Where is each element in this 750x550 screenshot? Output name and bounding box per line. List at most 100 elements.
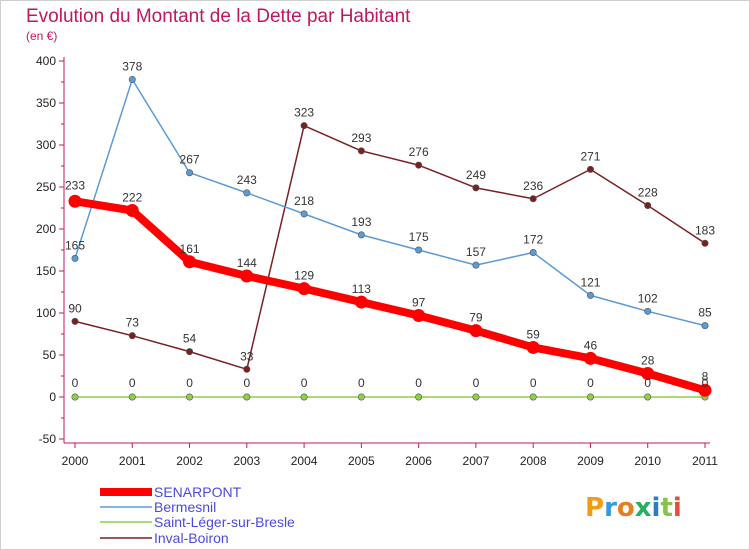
data-label: 0	[530, 376, 537, 390]
data-label: 8	[702, 369, 709, 383]
legend-label: Inval-Boiron	[154, 530, 229, 546]
data-label: 0	[587, 376, 594, 390]
data-label: 228	[638, 185, 658, 199]
x-tick-label: 2005	[348, 454, 375, 468]
y-tick-label: 150	[36, 264, 56, 278]
data-point	[125, 204, 139, 218]
y-tick-label: 0	[49, 390, 56, 404]
data-point	[357, 147, 365, 155]
data-label: 129	[294, 269, 314, 283]
data-label: 79	[469, 311, 483, 325]
data-label: 222	[122, 191, 142, 205]
data-label: 293	[351, 131, 371, 145]
data-point	[128, 393, 136, 401]
data-label: 73	[126, 316, 140, 330]
data-point	[415, 393, 423, 401]
data-point	[240, 269, 254, 283]
data-point	[300, 122, 308, 130]
x-tick-label: 2010	[634, 454, 661, 468]
y-tick-label: -50	[39, 432, 57, 446]
x-tick-label: 2006	[405, 454, 432, 468]
data-label: 276	[409, 145, 429, 159]
x-tick-label: 2009	[577, 454, 604, 468]
data-label: 97	[412, 296, 426, 310]
logo-text: Proxiti	[585, 493, 682, 523]
data-label: 33	[240, 349, 254, 363]
data-point	[243, 189, 251, 197]
data-label: 54	[183, 332, 197, 346]
data-point	[701, 322, 709, 330]
data-point	[300, 393, 308, 401]
y-tick-label: 200	[36, 222, 56, 236]
data-label: 102	[638, 291, 658, 305]
data-label: 323	[294, 106, 314, 120]
data-point	[71, 393, 79, 401]
data-point	[586, 393, 594, 401]
series-line-senarpont	[71, 197, 709, 395]
data-point	[183, 255, 197, 269]
x-tick-label: 2004	[291, 454, 318, 468]
series-line-inval-boiron	[74, 124, 706, 371]
data-point	[644, 201, 652, 209]
x-tick-label: 2007	[463, 454, 490, 468]
data-label: 0	[186, 376, 193, 390]
data-point	[644, 393, 652, 401]
x-tick-label: 2011	[692, 454, 718, 468]
data-point	[586, 165, 594, 173]
data-point	[128, 332, 136, 340]
data-label: 0	[644, 376, 651, 390]
legend-label: Saint-Léger-sur-Bresle	[154, 514, 295, 530]
data-label: 113	[352, 282, 371, 296]
data-point	[415, 161, 423, 169]
data-label: 218	[294, 194, 314, 208]
plot-area: 233 222 161 144 129 113 97 79 59 46 28 8 165 378 267 24…	[65, 59, 715, 401]
data-label: 161	[180, 242, 200, 256]
data-label: 0	[72, 376, 79, 390]
data-label: 243	[237, 173, 257, 187]
data-point	[186, 393, 194, 401]
data-point	[186, 348, 194, 356]
data-label: 183	[695, 223, 715, 237]
y-tick-label: 250	[36, 180, 56, 194]
x-tick-label: 2002	[176, 454, 203, 468]
x-tick-label: 2001	[119, 454, 146, 468]
data-point	[526, 340, 540, 354]
data-point	[412, 309, 426, 323]
data-label: 0	[702, 376, 709, 390]
data-label: 157	[466, 245, 486, 259]
data-point	[469, 324, 483, 338]
data-point	[354, 295, 368, 309]
data-point	[472, 393, 480, 401]
data-point	[586, 291, 594, 299]
data-label: 0	[301, 376, 308, 390]
series-line-bermesnil	[74, 78, 706, 327]
data-point	[243, 393, 251, 401]
data-label: 165	[65, 238, 85, 252]
data-label: 172	[523, 233, 543, 247]
x-tick-label: 2008	[520, 454, 547, 468]
y-tick-label: 100	[36, 306, 56, 320]
data-point	[529, 195, 537, 203]
y-tick-label: 300	[36, 138, 56, 152]
data-point	[357, 231, 365, 239]
data-label: 121	[580, 275, 600, 289]
axes: 400 350 300 250 200 150 100 50 0 -50 2000 2001 2002 2…	[36, 54, 718, 468]
data-point	[529, 393, 537, 401]
chart-subtitle: (en €)	[26, 29, 57, 43]
data-label: 59	[527, 327, 541, 341]
data-label: 0	[129, 376, 136, 390]
data-label: 175	[409, 230, 429, 244]
data-point	[357, 393, 365, 401]
data-point	[644, 307, 652, 315]
proxiti-logo: Proxiti	[585, 493, 682, 523]
data-point	[529, 249, 537, 257]
data-point	[68, 194, 82, 208]
legend-label: SENARPONT	[154, 484, 242, 500]
data-point	[698, 383, 712, 397]
data-label: 267	[180, 153, 200, 167]
data-point	[71, 317, 79, 325]
data-point	[300, 210, 308, 218]
